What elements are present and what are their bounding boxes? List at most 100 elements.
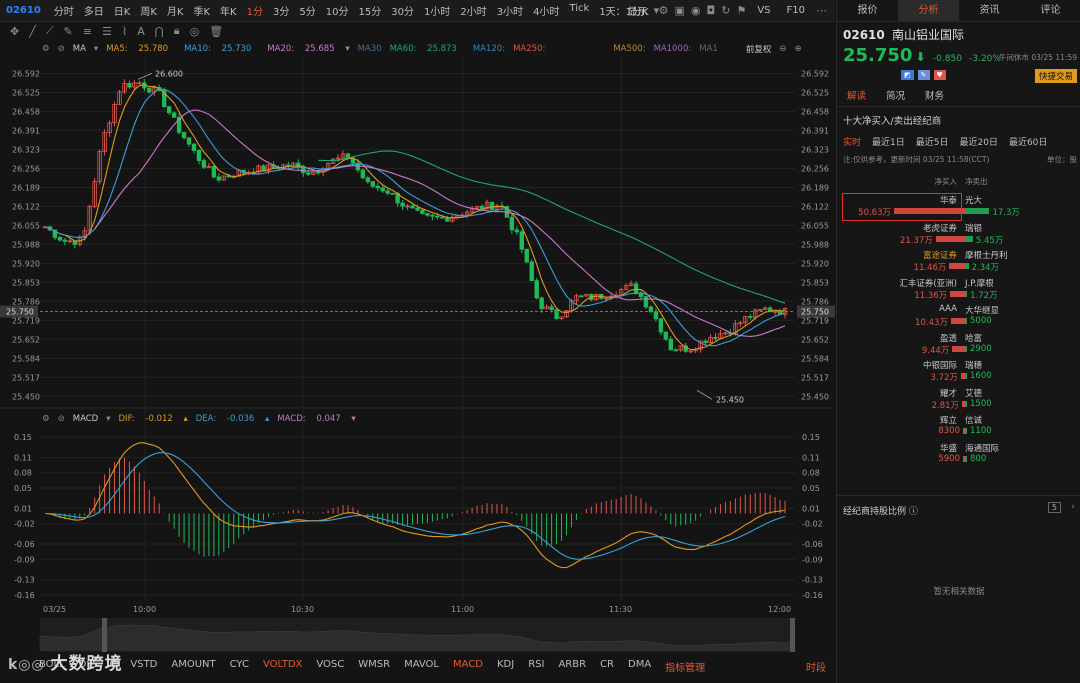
hide-icon[interactable]: ⊘ (57, 43, 65, 54)
timeframe-14[interactable]: 2小时 (460, 7, 487, 18)
period-2[interactable]: 最近5日 (915, 138, 949, 148)
period-4[interactable]: 最近60日 (1008, 138, 1048, 148)
indicator-vosc[interactable]: VOSC (316, 658, 345, 670)
tab-3[interactable]: 评论 (1040, 5, 1061, 16)
indicator-kdj[interactable]: KDJ (496, 658, 515, 670)
magnet-icon[interactable]: ⋂ (154, 24, 164, 38)
settings-icon[interactable]: ⚙ (658, 4, 669, 17)
count-badge[interactable]: 5 (1047, 502, 1061, 513)
indicator-vstd[interactable]: VSTD (130, 658, 158, 670)
indicator-arbr[interactable]: ARBR (558, 658, 587, 670)
broker-row: 老虎证券 21.37万 瑞银 5.45万 (837, 220, 1080, 248)
timeframe-13[interactable]: 1小时 (423, 7, 451, 18)
ma-label[interactable]: MA (72, 43, 86, 54)
stock-code[interactable]: 02610 (6, 5, 41, 16)
chevron-down-icon[interactable]: ▾ (653, 4, 660, 17)
indicator-boll[interactable]: BOLL (39, 658, 65, 670)
eye-icon[interactable]: ◉ (690, 4, 701, 17)
timeframe-8[interactable]: 3分 (272, 7, 290, 18)
sell-value: 5.45万 (975, 235, 1004, 246)
ruler-icon[interactable]: ⌇ (121, 24, 128, 38)
indicator-指标管理[interactable]: 指标管理 (665, 662, 706, 674)
indicator-voltdx[interactable]: VOLTDX (262, 658, 303, 670)
heart-icon[interactable]: ♥ (933, 70, 946, 80)
indicator-amount[interactable]: AMOUNT (171, 658, 216, 670)
more-icon[interactable]: ⋯ (816, 4, 827, 17)
session-button[interactable]: 时段 (806, 662, 826, 674)
broker-row: 盈透 9.44万 哈富 2900 (837, 330, 1080, 358)
indicator-cr[interactable]: CR (600, 658, 614, 670)
time-label: 12:00 (768, 605, 791, 614)
macd-label[interactable]: MACD (72, 414, 99, 424)
indicator-wmsr[interactable]: WMSR (358, 658, 391, 670)
flag-icon[interactable]: ⚑ (736, 4, 747, 17)
ray-tool-icon[interactable]: ⟋ (45, 24, 54, 37)
timeframe-3[interactable]: 周K (140, 7, 157, 18)
ma120-label: MA120: (472, 43, 506, 54)
refresh-icon[interactable]: ↻ (721, 4, 731, 17)
tab-1[interactable]: 分析 (898, 0, 959, 21)
timeframe-0[interactable]: 分时 (53, 7, 74, 18)
timeframe-17[interactable]: Tick (569, 3, 590, 14)
trash-icon[interactable]: 🗑︎ (209, 24, 224, 38)
indicator-rsi[interactable]: RSI (528, 658, 545, 670)
period-1[interactable]: 最近1日 (872, 138, 905, 148)
display-button[interactable]: 显示 (627, 7, 648, 18)
subtab-2[interactable]: 财务 (925, 91, 945, 102)
quick-trade-button[interactable]: 快捷交易 (1034, 69, 1077, 83)
subtab-1[interactable]: 简况 (886, 91, 906, 102)
camera-icon[interactable]: ◘ (706, 4, 716, 17)
fib-tool-icon[interactable]: ☰ (101, 24, 112, 38)
period-3[interactable]: 最近20日 (959, 138, 998, 148)
chevron-right-icon[interactable]: › (1071, 502, 1075, 512)
timeframe-15[interactable]: 3小时 (496, 7, 524, 18)
text-tool-icon[interactable]: A (137, 24, 145, 38)
timeframe-10[interactable]: 10分 (325, 7, 349, 18)
timeframe-16[interactable]: 4小时 (533, 7, 560, 18)
indicator-mavol[interactable]: MAVOL (404, 658, 439, 670)
f10-button[interactable]: F10 (786, 5, 805, 16)
pen-tool-icon[interactable]: ✎ (63, 24, 73, 38)
info-icon[interactable]: ⓘ (908, 507, 918, 517)
indicator-dp[interactable]: DP (78, 658, 93, 670)
timeframe-2[interactable]: 日K (113, 7, 131, 18)
timeframe-1[interactable]: 多日 (83, 7, 104, 18)
subtab-0[interactable]: 解读 (847, 91, 867, 102)
tab-0[interactable]: 报价 (857, 5, 878, 16)
settings-icon[interactable]: ⚙ (42, 414, 50, 424)
timeframe-12[interactable]: 30分 (391, 7, 414, 18)
note-icon[interactable]: ✎ (917, 70, 930, 80)
hide-icon[interactable]: ⊘ (57, 414, 65, 424)
indicator-ic[interactable]: IC (106, 658, 117, 670)
timeframe-11[interactable]: 15分 (358, 7, 382, 18)
timeframe-7[interactable]: 1分 (246, 7, 263, 18)
price-chart[interactable]: 26.592 26.592 26.525 26.525 26.458 26.458 26.3… (0, 0, 835, 656)
candle-body (82, 230, 87, 239)
chevron-down-icon[interactable]: ▾ (93, 43, 99, 54)
crosshair-icon[interactable]: ✥ (10, 24, 20, 38)
price-tick-left: 25.584 (12, 354, 40, 363)
settings-icon[interactable]: ⚙ (42, 43, 50, 54)
eye-toggle-icon[interactable]: ◎ (189, 24, 200, 38)
indicator-macd[interactable]: MACD (453, 658, 483, 670)
timeframe-6[interactable]: 年K (220, 7, 237, 18)
chevron-down-icon[interactable]: ▾ (106, 414, 111, 424)
lock-icon[interactable]: 🔒︎ (173, 24, 180, 37)
channel-tool-icon[interactable]: ≡ (82, 24, 92, 38)
price-tick-left: 25.786 (12, 297, 40, 306)
adjust-mode[interactable]: 前复权 (745, 44, 772, 55)
indicator-cyc[interactable]: CYC (229, 658, 249, 670)
timeframe-4[interactable]: 月K (166, 7, 184, 18)
indicator-dma[interactable]: DMA (628, 658, 652, 670)
period-select[interactable]: 1天：1分K (599, 7, 649, 18)
chart-icon[interactable]: ◩ (901, 70, 914, 80)
vs-button[interactable]: VS (757, 5, 771, 16)
layout-icon[interactable]: ▣ (674, 4, 685, 17)
zoom-out-icon[interactable]: ⊖ (779, 43, 787, 54)
timeframe-5[interactable]: 季K (193, 7, 211, 18)
zoom-in-icon[interactable]: ⊕ (794, 43, 802, 54)
tab-2[interactable]: 资讯 (979, 5, 1000, 16)
period-0[interactable]: 实时 (843, 138, 862, 148)
line-tool-icon[interactable]: ╱ (29, 24, 36, 38)
timeframe-9[interactable]: 5分 (299, 7, 316, 18)
